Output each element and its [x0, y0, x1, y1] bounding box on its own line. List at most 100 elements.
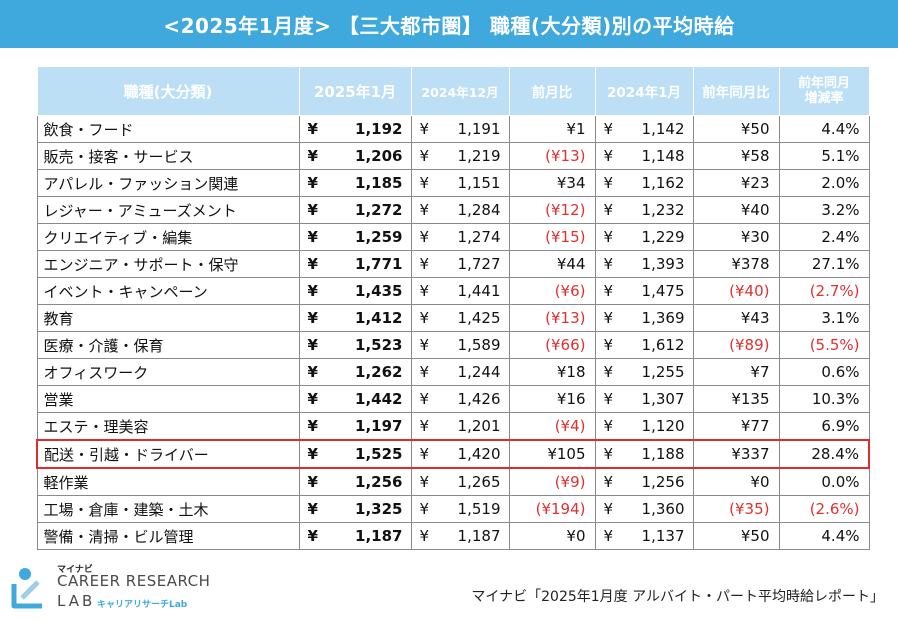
cell-current: ¥1,525 — [298, 439, 412, 469]
yen-symbol: ¥ — [307, 336, 318, 354]
yen-symbol: ¥ — [603, 445, 614, 463]
cell-mom: (¥194) — [508, 495, 596, 523]
cell-prev-year: ¥1,369 — [594, 304, 694, 332]
cell-prev-month-value: 1,589 — [457, 336, 501, 354]
table-row: 警備・清掃・ビル管理 ¥1,187 ¥1,187 ¥0 ¥1,137 ¥50 4.4% — [36, 522, 870, 550]
cell-prev-year-value: 1,232 — [641, 201, 685, 219]
cell-prev-month-value: 1,441 — [457, 282, 501, 300]
cell-prev-year-value: 1,142 — [641, 120, 685, 138]
table-row: イベント・キャンペーン ¥1,435 ¥1,441 (¥6) ¥1,475 (¥40) (2… — [36, 277, 870, 305]
career-research-lab-logo — [11, 568, 42, 609]
cell-yoy-rate: 28.4% — [778, 439, 870, 469]
cell-yoy: ¥58 — [692, 142, 780, 170]
cell-prev-year: ¥1,255 — [594, 358, 694, 386]
cell-mom: ¥105 — [508, 439, 596, 469]
cell-mom: ¥34 — [508, 169, 596, 197]
cell-prev-year-value: 1,393 — [641, 255, 685, 273]
cell-current: ¥1,272 — [298, 196, 412, 224]
yen-symbol: ¥ — [307, 363, 318, 381]
yen-symbol: ¥ — [419, 282, 430, 300]
cell-current: ¥1,256 — [298, 467, 412, 496]
cell-prev-year-value: 1,360 — [641, 500, 685, 518]
yen-symbol: ¥ — [307, 282, 318, 300]
cell-current-value: 1,185 — [355, 174, 403, 192]
yen-symbol: ¥ — [419, 500, 430, 518]
logo-brand-small: マイナビ — [57, 565, 93, 575]
yen-symbol: ¥ — [307, 500, 318, 518]
cell-job: 教育 — [36, 304, 300, 332]
table-row: 教育 ¥1,412 ¥1,425 (¥13) ¥1,369 ¥43 3.1% — [36, 304, 870, 332]
cell-job: エステ・理美容 — [36, 412, 300, 441]
table-row: 工場・倉庫・建築・土木 ¥1,325 ¥1,519 (¥194) ¥1,360 (¥35)… — [36, 495, 870, 523]
cell-prev-month-value: 1,219 — [457, 147, 501, 165]
cell-mom: ¥44 — [508, 250, 596, 278]
yen-symbol: ¥ — [419, 228, 430, 246]
cell-current-value: 1,523 — [355, 336, 403, 354]
cell-job: オフィスワーク — [36, 358, 300, 386]
cell-current: ¥1,185 — [298, 169, 412, 197]
table-row: レジャー・アミューズメント ¥1,272 ¥1,284 (¥12) ¥1,232 ¥40 3… — [36, 196, 870, 224]
cell-prev-year: ¥1,612 — [594, 331, 694, 359]
table-row: 販売・接客・サービス ¥1,206 ¥1,219 (¥13) ¥1,148 ¥58 5.1% — [36, 142, 870, 170]
cell-yoy-rate: 10.3% — [778, 385, 870, 413]
header-yoy: 前年同月比 — [692, 66, 780, 116]
cell-current-value: 1,262 — [355, 363, 403, 381]
cell-mom: ¥16 — [508, 385, 596, 413]
cell-prev-month-value: 1,426 — [457, 390, 501, 408]
yen-symbol: ¥ — [419, 473, 430, 491]
cell-current-value: 1,325 — [355, 500, 403, 518]
cell-yoy-rate: 27.1% — [778, 250, 870, 278]
yen-symbol: ¥ — [419, 445, 430, 463]
logo-dot-icon — [19, 568, 31, 580]
table-row: エステ・理美容 ¥1,197 ¥1,201 (¥4) ¥1,120 ¥77 6.9% — [36, 412, 870, 441]
yen-symbol: ¥ — [307, 417, 318, 435]
yen-symbol: ¥ — [307, 445, 318, 463]
cell-mom: (¥12) — [508, 196, 596, 224]
cell-current-value: 1,259 — [355, 228, 403, 246]
yen-symbol: ¥ — [419, 201, 430, 219]
cell-prev-month-value: 1,519 — [457, 500, 501, 518]
cell-prev-year: ¥1,256 — [594, 467, 694, 496]
yen-symbol: ¥ — [603, 255, 614, 273]
logo-mark-icon — [11, 584, 42, 609]
cell-job: クリエイティブ・編集 — [36, 223, 300, 251]
yen-symbol: ¥ — [307, 174, 318, 192]
cell-prev-year: ¥1,307 — [594, 385, 694, 413]
yen-symbol: ¥ — [419, 336, 430, 354]
cell-prev-year: ¥1,232 — [594, 196, 694, 224]
cell-current-value: 1,187 — [355, 527, 403, 545]
cell-current: ¥1,442 — [298, 385, 412, 413]
cell-current-value: 1,771 — [355, 255, 403, 273]
cell-yoy: ¥40 — [692, 196, 780, 224]
cell-prev-year-value: 1,188 — [641, 445, 685, 463]
cell-yoy-rate: (2.6%) — [778, 495, 870, 523]
cell-yoy: ¥50 — [692, 522, 780, 550]
yen-symbol: ¥ — [603, 282, 614, 300]
cell-prev-year-value: 1,148 — [641, 147, 685, 165]
cell-prev-month: ¥1,244 — [410, 358, 510, 386]
cell-yoy: ¥30 — [692, 223, 780, 251]
cell-yoy-rate: 3.2% — [778, 196, 870, 224]
cell-prev-month: ¥1,426 — [410, 385, 510, 413]
cell-prev-month-value: 1,420 — [457, 445, 501, 463]
header-yoy-rate-line1: 前年同月 — [797, 76, 850, 91]
cell-mom: ¥0 — [508, 522, 596, 550]
cell-current-value: 1,525 — [355, 445, 403, 463]
yen-symbol: ¥ — [419, 309, 430, 327]
cell-yoy: ¥135 — [692, 385, 780, 413]
cell-prev-year-value: 1,307 — [641, 390, 685, 408]
yen-symbol: ¥ — [603, 390, 614, 408]
cell-prev-month-value: 1,244 — [457, 363, 501, 381]
cell-prev-month-value: 1,425 — [457, 309, 501, 327]
yen-symbol: ¥ — [603, 147, 614, 165]
cell-yoy-rate: (5.5%) — [778, 331, 870, 359]
table-row: オフィスワーク ¥1,262 ¥1,244 ¥18 ¥1,255 ¥7 0.6% — [36, 358, 870, 386]
cell-yoy: (¥35) — [692, 495, 780, 523]
cell-yoy-rate: 4.4% — [778, 115, 870, 143]
logo-line2: LAB — [57, 592, 96, 610]
cell-mom: (¥4) — [508, 412, 596, 441]
cell-prev-year: ¥1,393 — [594, 250, 694, 278]
cell-job: 営業 — [36, 385, 300, 413]
cell-prev-year-value: 1,120 — [641, 417, 685, 435]
header-yoy-rate: 前年同月 増減率 — [778, 66, 870, 116]
